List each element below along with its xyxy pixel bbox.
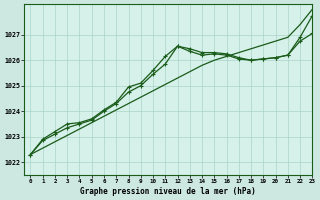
X-axis label: Graphe pression niveau de la mer (hPa): Graphe pression niveau de la mer (hPa) [80,187,256,196]
